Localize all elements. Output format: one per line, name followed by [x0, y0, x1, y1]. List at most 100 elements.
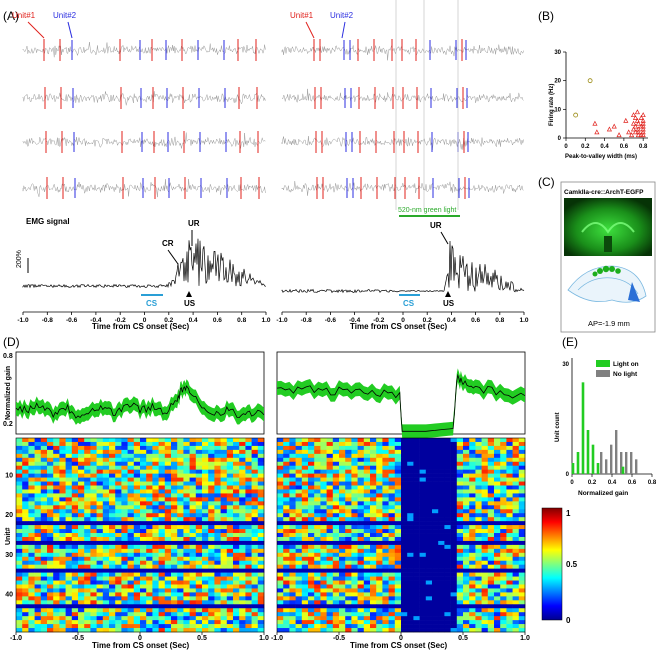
heatmap-cell: [22, 525, 29, 530]
heatmap-cell: [257, 465, 265, 470]
heatmap-cell: [102, 481, 110, 486]
heatmap-cell: [202, 564, 209, 569]
heatmap-cell: [78, 584, 85, 589]
heatmap-cell: [16, 628, 23, 633]
heatmap-cell: [518, 596, 526, 601]
heatmap-cell: [326, 469, 334, 474]
heatmap-cell: [494, 600, 501, 605]
heatmap-cell: [481, 521, 489, 526]
heatmap-cell: [183, 576, 190, 581]
heatmap-cell: [146, 560, 153, 565]
heatmap-cell: [40, 509, 48, 514]
heatmap-cell: [171, 485, 178, 490]
heatmap-cell: [195, 497, 203, 502]
heatmap-cell: [220, 489, 228, 494]
heatmap-cell: [171, 568, 178, 573]
heatmap-cell: [140, 560, 147, 565]
heatmap-cell: [233, 457, 240, 463]
heatmap-cell: [481, 564, 489, 569]
heatmap-cell: [283, 445, 290, 451]
heatmap-cell: [28, 453, 35, 459]
heatmap-cell: [351, 521, 358, 526]
heatmap-cell: [109, 453, 116, 459]
heatmap-cell: [121, 540, 128, 546]
heatmap-cell: [320, 556, 327, 562]
heatmap-cell: [345, 564, 352, 569]
heatmap-cell: [22, 438, 29, 443]
heatmap-cell: [226, 469, 234, 474]
heatmap-cell: [450, 441, 458, 447]
heatmap-cell: [351, 560, 358, 565]
heatmap-cell: [90, 497, 97, 502]
heatmap-cell: [140, 588, 147, 593]
panel-d-ytick-high: 0.8: [3, 353, 13, 360]
heatmap-cell: [289, 509, 296, 514]
heatmap-cell: [208, 536, 215, 542]
heatmap-cell: [277, 588, 284, 593]
heatmap-cell: [283, 469, 290, 474]
panel-a-tick-label: -0.2: [373, 317, 385, 324]
heatmap-cell: [251, 588, 259, 593]
heatmap-cell: [183, 568, 190, 573]
heatmap-cell: [239, 628, 246, 633]
heatmap-cell: [432, 457, 439, 463]
heatmap-cell: [115, 445, 122, 451]
heatmap-cell: [370, 564, 377, 569]
heatmap-cell: [109, 536, 116, 542]
heatmap-cell: [189, 469, 197, 474]
heatmap-cell: [71, 445, 79, 451]
heatmap-cell: [214, 616, 221, 621]
heatmap-cell: [158, 521, 166, 526]
heatmap-cell: [90, 513, 97, 518]
heatmap-cell: [382, 509, 389, 514]
scatter-point-triangle: [623, 117, 629, 123]
heatmap-cell: [96, 457, 104, 463]
heatmap-cell: [357, 525, 365, 530]
heatmap-cell: [388, 628, 396, 633]
heatmap-cell: [481, 548, 489, 554]
heatmap-cell: [308, 564, 315, 569]
heatmap-cell: [500, 489, 507, 494]
heatmap-cell: [475, 588, 482, 593]
heatmap-cell: [506, 592, 513, 597]
heatmap-cell: [407, 497, 414, 502]
heatmap-cell: [494, 608, 501, 613]
heatmap-cell: [394, 445, 402, 451]
heatmap-cell: [233, 477, 240, 482]
heatmap-cell: [78, 477, 85, 482]
heatmap-cell: [506, 544, 513, 550]
heatmap-cell: [394, 576, 402, 581]
heatmap-cell: [40, 576, 48, 581]
heatmap-cell: [34, 505, 42, 510]
heatmap-cell: [450, 481, 458, 486]
panel-a-tick-label: 0.8: [495, 317, 504, 324]
gain-band-left: [16, 379, 264, 425]
heatmap-cell: [351, 441, 358, 447]
heatmap-cell: [432, 560, 439, 565]
heatmap-cell: [357, 497, 365, 502]
heatmap-cell: [16, 469, 23, 474]
heatmap-cell: [363, 465, 371, 470]
heatmap-cell: [220, 501, 228, 506]
heatmap-cell: [102, 576, 110, 581]
heatmap-cell: [220, 513, 228, 518]
heatmap-cell: [239, 465, 246, 470]
heatmap-cell: [195, 505, 203, 510]
heatmap-cell: [382, 592, 389, 597]
heatmap-cell: [326, 509, 334, 514]
heatmap-cell: [127, 604, 135, 609]
heatmap-cell: [345, 600, 352, 605]
heatmap-cell: [140, 477, 147, 482]
heatmap-cell: [518, 438, 526, 443]
heatmap-cell: [301, 509, 309, 514]
heatmap-cell: [388, 465, 396, 470]
heatmap-cell: [16, 529, 23, 534]
heatmap-cell: [376, 461, 383, 467]
heatmap-cell: [245, 485, 252, 490]
heatmap-cell: [40, 489, 48, 494]
heatmap-cell: [251, 600, 259, 605]
heatmap-cell: [376, 592, 383, 597]
heatmap-cell: [152, 461, 159, 467]
heatmap-cell: [220, 620, 228, 625]
